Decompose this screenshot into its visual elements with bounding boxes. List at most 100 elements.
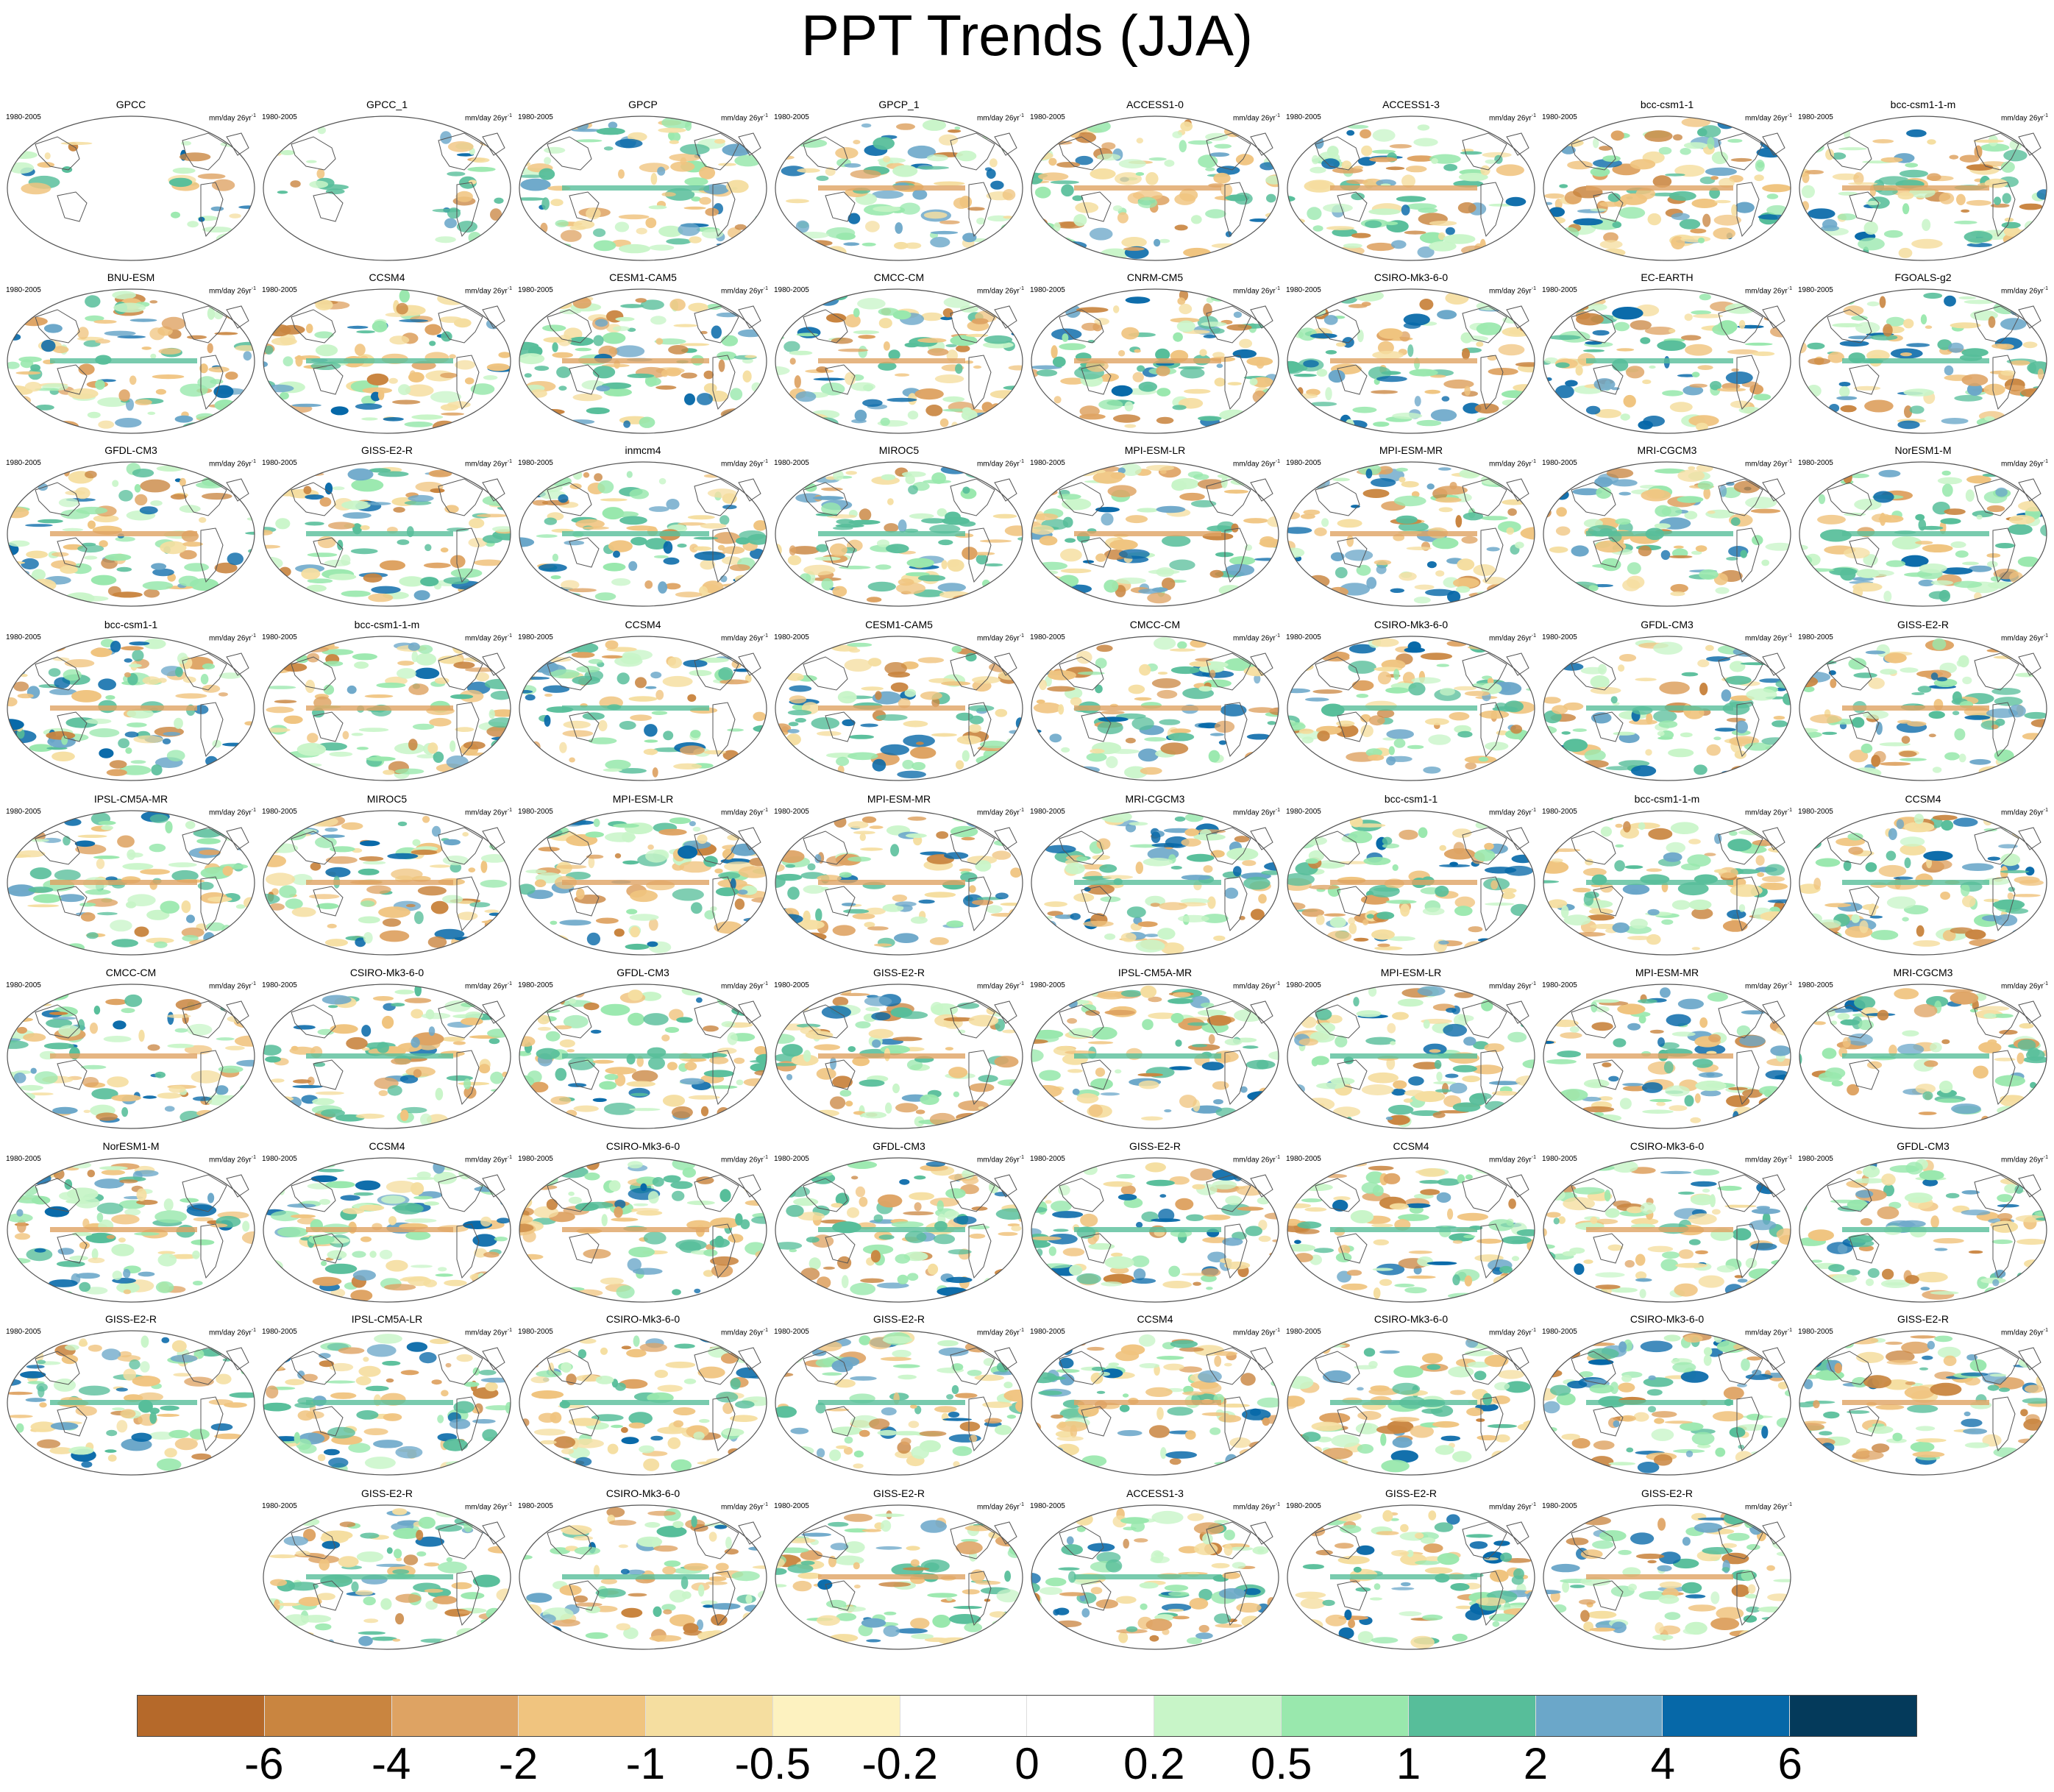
coastlines bbox=[547, 1000, 761, 1106]
coastlines bbox=[1059, 653, 1273, 758]
panel-period: 1980-2005 bbox=[1798, 981, 1833, 989]
map-robinson bbox=[1031, 288, 1279, 434]
map-outline bbox=[775, 1157, 1023, 1303]
panel-title: CSIRO-Mk3-6-0 bbox=[1374, 619, 1449, 630]
coastlines bbox=[1571, 653, 1785, 758]
panel-period: 1980-2005 bbox=[1542, 1328, 1577, 1336]
panel-period: 1980-2005 bbox=[774, 1155, 809, 1163]
map-panel: CESM1-CAM5 1980-2005 mm/day 26yr-1 bbox=[774, 619, 1024, 789]
map-robinson bbox=[7, 288, 255, 434]
map-panel: CESM1-CAM5 1980-2005 mm/day 26yr-1 bbox=[518, 271, 768, 442]
map-panel: GPCC 1980-2005 mm/day 26yr-1 bbox=[6, 99, 256, 269]
map-panel: GISS-E2-R 1980-2005 mm/day 26yr-1 bbox=[6, 1313, 256, 1484]
coastlines bbox=[291, 305, 505, 410]
map-panel: GISS-E2-R 1980-2005 mm/day 26yr-1 bbox=[1798, 1313, 2048, 1484]
coastlines bbox=[1571, 1000, 1785, 1106]
map-panel: ACCESS1-0 1980-2005 mm/day 26yr-1 bbox=[1030, 99, 1280, 269]
colorbar-tick-label: -0.2 bbox=[861, 1739, 938, 1788]
coastlines bbox=[1571, 305, 1785, 410]
map-outline bbox=[1543, 115, 1791, 261]
panel-period: 1980-2005 bbox=[1030, 459, 1065, 467]
trend-field bbox=[1031, 462, 1279, 606]
panel-period: 1980-2005 bbox=[1542, 459, 1577, 467]
page-title: PPT Trends (JJA) bbox=[800, 3, 1254, 68]
panel-period: 1980-2005 bbox=[6, 1328, 41, 1336]
panel-period: 1980-2005 bbox=[262, 633, 297, 641]
map-panel: CMCC-CM 1980-2005 mm/day 26yr-1 bbox=[1030, 619, 1280, 789]
panel-units: mm/day 26yr-1 bbox=[720, 1328, 768, 1337]
colorbar-swatch bbox=[899, 1696, 1027, 1736]
coastlines bbox=[1059, 1174, 1273, 1279]
map-outline bbox=[1799, 461, 2047, 607]
coastlines bbox=[803, 1521, 1017, 1626]
map-robinson bbox=[1287, 1504, 1535, 1650]
panel-units: mm/day 26yr-1 bbox=[2000, 808, 2048, 817]
panel-units: mm/day 26yr-1 bbox=[464, 1155, 512, 1165]
panel-title: bcc-csm1-1-m bbox=[1634, 793, 1700, 805]
panel-period: 1980-2005 bbox=[1030, 286, 1065, 294]
map-panel: GFDL-CM3 1980-2005 mm/day 26yr-1 bbox=[1542, 619, 1792, 789]
panel-period: 1980-2005 bbox=[262, 1155, 297, 1163]
map-robinson bbox=[1543, 810, 1791, 956]
trend-field bbox=[1799, 462, 2047, 606]
map-robinson bbox=[775, 115, 1023, 261]
colorbar-swatch bbox=[138, 1696, 264, 1736]
panel-units: mm/day 26yr-1 bbox=[1744, 981, 1792, 991]
panel-units: mm/day 26yr-1 bbox=[208, 808, 256, 817]
map-outline bbox=[263, 1504, 511, 1650]
map-robinson bbox=[1799, 115, 2047, 261]
colorbar-swatch bbox=[1407, 1696, 1535, 1736]
panel-title: CSIRO-Mk3-6-0 bbox=[605, 1313, 680, 1325]
map-robinson bbox=[519, 288, 767, 434]
map-outline bbox=[1287, 288, 1535, 434]
coastlines bbox=[1059, 1521, 1273, 1626]
map-robinson bbox=[1031, 1330, 1279, 1476]
map-robinson bbox=[1799, 984, 2047, 1129]
trend-field bbox=[1287, 984, 1535, 1128]
panel-period: 1980-2005 bbox=[6, 808, 41, 816]
coastlines bbox=[1315, 1000, 1529, 1106]
map-outline bbox=[1031, 1330, 1279, 1476]
panel-units: mm/day 26yr-1 bbox=[1488, 1328, 1536, 1337]
panel-units: mm/day 26yr-1 bbox=[1232, 981, 1280, 991]
panel-units: mm/day 26yr-1 bbox=[1488, 1502, 1536, 1512]
coastlines bbox=[291, 1174, 505, 1279]
trend-field bbox=[263, 1158, 511, 1302]
map-outline bbox=[1799, 1330, 2047, 1476]
colorbar-tick-label: 0 bbox=[1014, 1739, 1040, 1788]
coastlines bbox=[35, 653, 249, 758]
panel-title: EC-EARTH bbox=[1641, 271, 1694, 283]
panel-units: mm/day 26yr-1 bbox=[1488, 808, 1536, 817]
map-outline bbox=[1543, 288, 1791, 434]
coastlines bbox=[1571, 1521, 1785, 1626]
map-robinson bbox=[1287, 984, 1535, 1129]
panel-title: bcc-csm1-1-m bbox=[354, 619, 420, 630]
map-panel: GISS-E2-R 1980-2005 mm/day 26yr-1 bbox=[1030, 1140, 1280, 1311]
map-panel: GISS-E2-R 1980-2005 mm/day 26yr-1 bbox=[262, 1487, 512, 1658]
panel-units: mm/day 26yr-1 bbox=[1744, 1155, 1792, 1165]
map-panel: CNRM-CM5 1980-2005 mm/day 26yr-1 bbox=[1030, 271, 1280, 442]
panel-period: 1980-2005 bbox=[1798, 808, 1833, 816]
panel-units: mm/day 26yr-1 bbox=[720, 1502, 768, 1512]
panel-title: GISS-E2-R bbox=[1385, 1487, 1437, 1499]
map-outline bbox=[1543, 810, 1791, 956]
map-outline bbox=[263, 810, 511, 956]
panel-units: mm/day 26yr-1 bbox=[976, 286, 1024, 296]
panel-title: NorESM1-M bbox=[1894, 444, 1952, 456]
panel-units: mm/day 26yr-1 bbox=[464, 808, 512, 817]
coastlines bbox=[803, 132, 1017, 238]
panel-period: 1980-2005 bbox=[1798, 1155, 1833, 1163]
map-outline bbox=[1287, 461, 1535, 607]
panel-units: mm/day 26yr-1 bbox=[976, 981, 1024, 991]
panel-title: GFDL-CM3 bbox=[1641, 619, 1694, 630]
map-panel: NorESM1-M 1980-2005 mm/day 26yr-1 bbox=[6, 1140, 256, 1311]
panel-title: CSIRO-Mk3-6-0 bbox=[349, 967, 424, 978]
map-outline bbox=[519, 1330, 767, 1476]
trend-field bbox=[1031, 116, 1279, 260]
panel-title: CNRM-CM5 bbox=[1126, 271, 1184, 283]
panel-period: 1980-2005 bbox=[1542, 808, 1577, 816]
panel-period: 1980-2005 bbox=[6, 981, 41, 989]
map-robinson bbox=[263, 461, 511, 607]
panel-title: MRI-CGCM3 bbox=[1637, 444, 1697, 456]
panel-period: 1980-2005 bbox=[6, 459, 41, 467]
